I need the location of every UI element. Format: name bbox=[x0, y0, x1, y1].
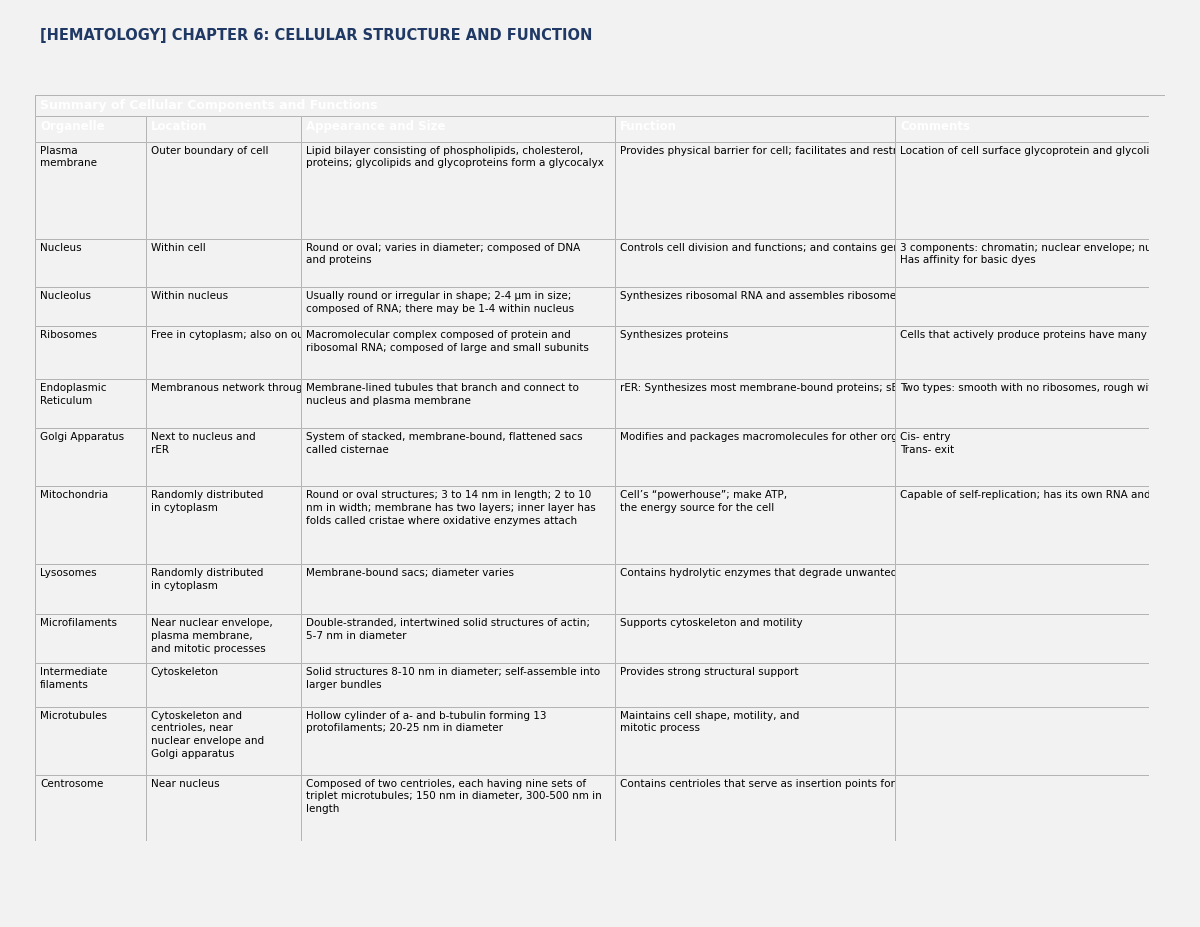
Text: Summary of Cellular Components and Functions: Summary of Cellular Components and Funct… bbox=[40, 99, 378, 112]
Text: Microtubules: Microtubules bbox=[40, 711, 107, 720]
Text: Within nucleus: Within nucleus bbox=[151, 291, 228, 301]
Text: Cis- entry
Trans- exit: Cis- entry Trans- exit bbox=[900, 432, 954, 455]
Text: Ribosomes: Ribosomes bbox=[40, 330, 97, 340]
Text: Supports cytoskeleton and motility: Supports cytoskeleton and motility bbox=[619, 618, 803, 629]
Text: Cells that actively produce proteins have many ribosomes: Cells that actively produce proteins hav… bbox=[900, 330, 1200, 340]
Text: Macromolecular complex composed of protein and
ribosomal RNA; composed of large : Macromolecular complex composed of prote… bbox=[306, 330, 588, 353]
Text: Nucleus: Nucleus bbox=[40, 243, 82, 253]
Text: Lipid bilayer consisting of phospholipids, cholesterol,
proteins; glycolipids an: Lipid bilayer consisting of phospholipid… bbox=[306, 146, 604, 169]
Text: Free in cytoplasm; also on outer surface of rER: Free in cytoplasm; also on outer surface… bbox=[151, 330, 395, 340]
Text: Golgi Apparatus: Golgi Apparatus bbox=[40, 432, 124, 442]
Text: Randomly distributed
in cytoplasm: Randomly distributed in cytoplasm bbox=[151, 490, 263, 513]
Text: Within cell: Within cell bbox=[151, 243, 205, 253]
Text: Solid structures 8-10 nm in diameter; self-assemble into
larger bundles: Solid structures 8-10 nm in diameter; se… bbox=[306, 667, 600, 690]
Text: Cell’s “powerhouse”; make ATP,
the energy source for the cell: Cell’s “powerhouse”; make ATP, the energ… bbox=[619, 490, 787, 513]
Text: Membrane-lined tubules that branch and connect to
nucleus and plasma membrane: Membrane-lined tubules that branch and c… bbox=[306, 384, 578, 406]
Text: Provides strong structural support: Provides strong structural support bbox=[619, 667, 798, 677]
Text: Two types: smooth with no ribosomes, rough with ribosomes on the surface: Two types: smooth with no ribosomes, rou… bbox=[900, 384, 1200, 393]
Text: Double-stranded, intertwined solid structures of actin;
5-7 nm in diameter: Double-stranded, intertwined solid struc… bbox=[306, 618, 589, 641]
Text: Maintains cell shape, motility, and
mitotic process: Maintains cell shape, motility, and mito… bbox=[619, 711, 799, 733]
Text: Synthesizes proteins: Synthesizes proteins bbox=[619, 330, 728, 340]
Text: Plasma
membrane: Plasma membrane bbox=[40, 146, 97, 169]
Text: Round or oval structures; 3 to 14 nm in length; 2 to 10
nm in width; membrane ha: Round or oval structures; 3 to 14 nm in … bbox=[306, 490, 595, 526]
Text: Organelle: Organelle bbox=[40, 121, 104, 133]
Text: rER: Synthesizes most membrane-bound proteins; sER: Synthesizes phospholipids an: rER: Synthesizes most membrane-bound pro… bbox=[619, 384, 1200, 393]
Text: Synthesizes ribosomal RNA and assembles ribosome subunits: Synthesizes ribosomal RNA and assembles … bbox=[619, 291, 943, 301]
Text: Capable of self-replication; has its own RNA and DNA; responsible for cell apopt: Capable of self-replication; has its own… bbox=[900, 490, 1200, 501]
Text: Usually round or irregular in shape; 2-4 μm in size;
composed of RNA; there may : Usually round or irregular in shape; 2-4… bbox=[306, 291, 574, 314]
Text: Near nucleus: Near nucleus bbox=[151, 779, 220, 789]
Text: Round or oval; varies in diameter; composed of DNA
and proteins: Round or oval; varies in diameter; compo… bbox=[306, 243, 580, 265]
Text: Modifies and packages macromolecules for other organelles and for secretion: Modifies and packages macromolecules for… bbox=[619, 432, 1027, 442]
Text: Randomly distributed
in cytoplasm: Randomly distributed in cytoplasm bbox=[151, 568, 263, 590]
Text: Nucleolus: Nucleolus bbox=[40, 291, 91, 301]
Text: Function: Function bbox=[619, 121, 677, 133]
Text: Contains hydrolytic enzymes that degrade unwanted material in the cell: Contains hydrolytic enzymes that degrade… bbox=[619, 568, 998, 578]
Text: Provides physical barrier for cell; facilitates and restricts cellular exchange : Provides physical barrier for cell; faci… bbox=[619, 146, 1200, 156]
Text: Intermediate
filaments: Intermediate filaments bbox=[40, 667, 107, 690]
Text: Controls cell division and functions; and contains genetic code: Controls cell division and functions; an… bbox=[619, 243, 947, 253]
Text: 3 components: chromatin; nuclear envelope; nucleoli
Has affinity for basic dyes: 3 components: chromatin; nuclear envelop… bbox=[900, 243, 1180, 265]
Text: Composed of two centrioles, each having nine sets of
triplet microtubules; 150 n: Composed of two centrioles, each having … bbox=[306, 779, 601, 814]
Text: Location of cell surface glycoprotein and glycolipid molecules (surface markers : Location of cell surface glycoprotein an… bbox=[900, 146, 1200, 156]
Text: [HEMATOLOGY] CHAPTER 6: CELLULAR STRUCTURE AND FUNCTION: [HEMATOLOGY] CHAPTER 6: CELLULAR STRUCTU… bbox=[40, 28, 592, 43]
Text: Membranous network throughout cytoplasm: Membranous network throughout cytoplasm bbox=[151, 384, 383, 393]
Text: Membrane-bound sacs; diameter varies: Membrane-bound sacs; diameter varies bbox=[306, 568, 514, 578]
Text: Next to nucleus and
rER: Next to nucleus and rER bbox=[151, 432, 256, 455]
Text: Mitochondria: Mitochondria bbox=[40, 490, 108, 501]
Text: Lysosomes: Lysosomes bbox=[40, 568, 97, 578]
Text: Comments: Comments bbox=[900, 121, 970, 133]
Text: Cytoskeleton and
centrioles, near
nuclear envelope and
Golgi apparatus: Cytoskeleton and centrioles, near nuclea… bbox=[151, 711, 264, 759]
Text: Centrosome: Centrosome bbox=[40, 779, 103, 789]
Text: Outer boundary of cell: Outer boundary of cell bbox=[151, 146, 269, 156]
Text: Appearance and Size: Appearance and Size bbox=[306, 121, 445, 133]
Text: Cytoskeleton: Cytoskeleton bbox=[151, 667, 218, 677]
Text: Location: Location bbox=[151, 121, 208, 133]
Text: Near nuclear envelope,
plasma membrane,
and mitotic processes: Near nuclear envelope, plasma membrane, … bbox=[151, 618, 272, 654]
Text: Contains centrioles that serve as insertion points for mitotic spindle fibers: Contains centrioles that serve as insert… bbox=[619, 779, 1008, 789]
Text: Microfilaments: Microfilaments bbox=[40, 618, 118, 629]
Text: Endoplasmic
Reticulum: Endoplasmic Reticulum bbox=[40, 384, 107, 406]
Text: Hollow cylinder of a- and b-tubulin forming 13
protofilaments; 20-25 nm in diame: Hollow cylinder of a- and b-tubulin form… bbox=[306, 711, 546, 733]
Text: System of stacked, membrane-bound, flattened sacs
called cisternae: System of stacked, membrane-bound, flatt… bbox=[306, 432, 582, 455]
